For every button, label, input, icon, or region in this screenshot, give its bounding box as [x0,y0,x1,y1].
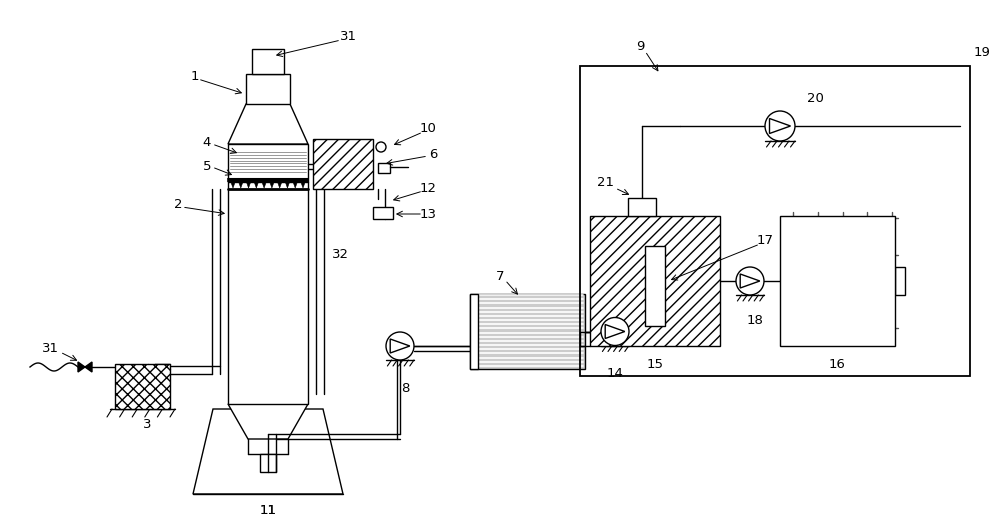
Bar [590,216,720,346]
Polygon shape [85,362,92,372]
Polygon shape [740,274,760,288]
Bar [470,294,478,369]
Text: 6: 6 [429,147,437,160]
Text: 1: 1 [191,70,199,82]
Text: 32: 32 [332,247,349,260]
Text: 20: 20 [807,92,823,104]
Polygon shape [605,324,625,339]
Bar [580,66,970,376]
Circle shape [765,111,795,141]
Bar [645,246,665,326]
Bar [228,144,308,404]
Polygon shape [228,404,308,439]
Text: 11: 11 [260,504,276,517]
Polygon shape [277,181,282,188]
Text: 16: 16 [829,357,846,370]
Polygon shape [285,181,290,188]
Polygon shape [770,118,790,134]
Polygon shape [293,181,298,188]
Text: 3: 3 [143,418,152,431]
Polygon shape [262,181,267,188]
Bar [246,74,290,104]
Polygon shape [193,409,343,494]
Bar [628,198,656,216]
Text: 5: 5 [203,159,211,172]
Polygon shape [300,181,306,188]
Text: 7: 7 [496,269,504,282]
Bar [115,364,170,409]
Circle shape [736,267,764,295]
Text: 15: 15 [646,357,664,370]
Polygon shape [246,181,251,188]
Circle shape [386,332,414,360]
Bar [252,49,284,74]
Bar [780,216,895,346]
Text: 31: 31 [340,29,356,42]
Bar [260,454,276,472]
Polygon shape [78,362,85,372]
Text: 13: 13 [420,208,436,221]
Text: 19: 19 [974,46,990,59]
Polygon shape [228,104,308,144]
Polygon shape [254,181,259,188]
Text: 2: 2 [174,198,182,211]
Circle shape [376,142,386,152]
Bar [895,267,905,295]
Text: 17: 17 [757,235,774,247]
Text: 9: 9 [636,39,644,52]
Text: 31: 31 [42,343,58,355]
Circle shape [601,318,629,345]
Bar [378,163,390,173]
Text: 18: 18 [747,314,763,328]
Polygon shape [230,181,236,188]
Polygon shape [269,181,274,188]
Bar [470,294,585,369]
Text: 21: 21 [598,176,614,189]
Polygon shape [390,339,410,353]
Text: 10: 10 [420,123,436,136]
Text: 8: 8 [401,381,409,395]
Text: 4: 4 [203,136,211,148]
Text: 14: 14 [607,367,623,380]
Text: 12: 12 [420,182,436,195]
Text: 11: 11 [260,504,276,517]
Bar [313,139,373,189]
Bar [373,207,393,219]
Polygon shape [238,181,243,188]
